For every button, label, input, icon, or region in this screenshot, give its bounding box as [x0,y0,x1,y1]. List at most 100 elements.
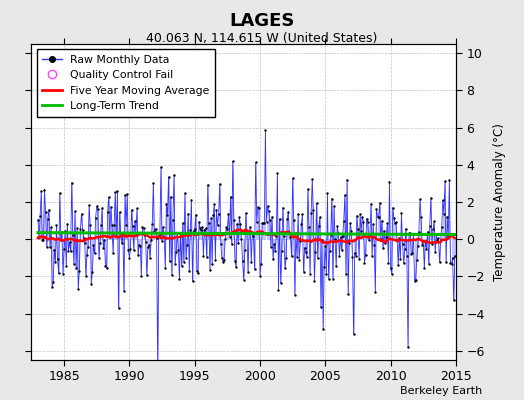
Point [75,268,83,274]
Point [256,273,264,279]
Point [100,237,108,243]
Point [352,252,360,259]
Point [295,257,303,264]
Point [367,201,375,207]
Point [294,211,302,218]
Point [431,249,440,255]
Point [441,178,449,184]
Point [88,269,96,275]
Point [410,278,419,284]
Point [416,196,424,202]
Point [412,257,421,264]
Point [205,220,213,227]
Point [130,218,139,224]
Point [59,270,67,277]
Point [72,265,80,272]
Point [353,212,361,219]
Point [387,270,396,277]
Point [244,269,252,275]
Point [299,269,308,275]
Point [86,222,94,228]
Point [37,188,46,194]
Point [296,238,304,245]
Point [271,248,279,254]
Point [197,226,205,233]
Point [67,248,75,254]
Point [311,249,320,255]
Point [396,256,405,262]
Y-axis label: Temperature Anomaly (°C): Temperature Anomaly (°C) [493,123,506,281]
Point [137,273,146,280]
Point [243,228,251,234]
Point [400,246,409,252]
Point [181,190,189,196]
Point [432,231,441,238]
Point [361,259,369,266]
Point [238,258,247,264]
Point [135,241,144,248]
Point [306,270,314,277]
Point [435,259,444,266]
Point [117,240,126,247]
Point [223,226,232,232]
Point [227,241,236,248]
Point [98,204,106,211]
Point [370,242,378,248]
Point [339,233,347,239]
Point [169,216,177,223]
Point [89,242,97,248]
Point [425,223,434,229]
Point [430,218,438,225]
Point [133,205,141,212]
Point [116,230,125,236]
Point [355,256,363,262]
Point [136,243,145,250]
Point [199,252,208,259]
Point [334,230,343,237]
Point [211,256,220,263]
Point [329,276,337,282]
Point [307,210,315,216]
Point [47,224,55,230]
Point [68,179,76,186]
Point [315,214,324,220]
Point [274,287,282,293]
Point [150,228,159,234]
Point [297,221,305,228]
Point [56,190,64,196]
Point [273,170,281,176]
Point [237,236,246,242]
Point [113,188,122,194]
Point [239,276,248,283]
Point [391,219,399,226]
Point [427,195,435,201]
Point [70,260,78,267]
Point [235,214,244,220]
Point [312,200,321,206]
Point [57,237,65,244]
Point [207,215,215,222]
Point [270,241,278,248]
Point [344,290,352,297]
Point [326,232,335,238]
Point [102,265,111,271]
Point [206,267,214,273]
Point [404,344,412,350]
Point [180,259,188,265]
Point [221,236,230,242]
Point [156,231,164,237]
Point [49,279,58,285]
Point [58,229,66,235]
Point [213,222,222,228]
Point [203,182,212,188]
Point [397,210,406,216]
Point [123,191,132,197]
Point [283,216,291,222]
Point [451,252,459,259]
Point [171,260,179,267]
Point [320,264,329,270]
Text: LAGES: LAGES [230,12,294,30]
Point [424,260,433,267]
Point [258,220,266,226]
Point [79,226,87,233]
